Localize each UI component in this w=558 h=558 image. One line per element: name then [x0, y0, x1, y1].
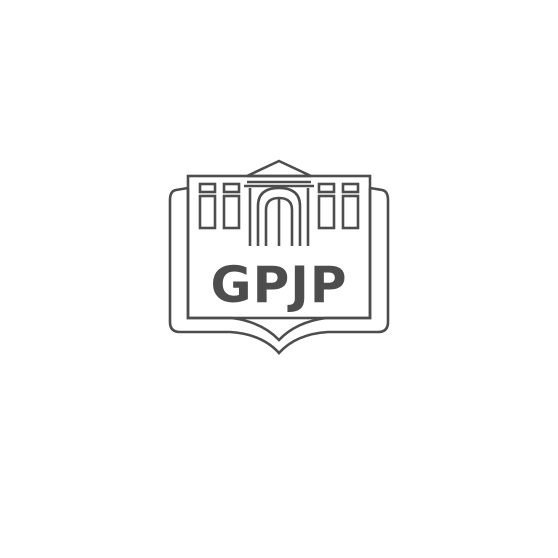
pediment — [247, 161, 311, 176]
window — [224, 196, 239, 228]
logo-text: GPJP — [211, 256, 348, 314]
window — [319, 196, 334, 228]
window — [343, 196, 358, 228]
window — [200, 196, 215, 228]
